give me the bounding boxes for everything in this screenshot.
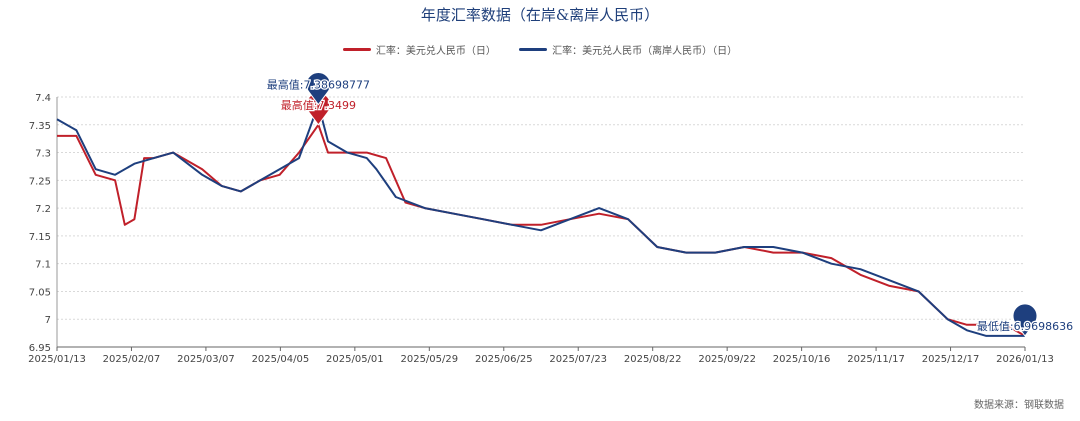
y-tick-label: 7.1 — [35, 260, 51, 271]
y-tick-label: 7 — [45, 315, 51, 326]
annotation-pin — [305, 72, 331, 106]
x-tick-label: 2025/05/29 — [400, 354, 458, 365]
x-tick-label: 2025/05/01 — [326, 354, 384, 365]
legend-item-onshore[interactable]: 汇率：美元兑人民币（日） — [342, 42, 496, 57]
annotation-pin — [1012, 303, 1038, 337]
x-tick-label: 2025/01/13 — [28, 354, 86, 365]
x-tick-label: 2025/08/22 — [624, 354, 682, 365]
legend-label-onshore: 汇率：美元兑人民币（日） — [375, 46, 496, 57]
x-tick-label: 2025/03/07 — [177, 354, 235, 365]
legend-label-offshore: 汇率：美元兑人民币（离岸人民币）（日） — [552, 46, 738, 57]
y-tick-label: 7.05 — [29, 287, 51, 298]
legend-item-offshore[interactable]: 汇率：美元兑人民币（离岸人民币）（日） — [519, 42, 737, 57]
x-tick-label: 2025/12/17 — [922, 354, 980, 365]
legend-swatch-offshore — [519, 48, 548, 51]
x-tick-label: 2025/09/22 — [698, 354, 756, 365]
x-tick-label: 2025/10/16 — [773, 354, 831, 365]
data-source-note: 数据来源：钢联数据 — [974, 400, 1064, 411]
y-tick-label: 7.4 — [35, 93, 51, 104]
legend: 汇率：美元兑人民币（日） 汇率：美元兑人民币（离岸人民币）（日） — [0, 42, 1080, 57]
y-tick-label: 7.2 — [35, 204, 51, 215]
chart-title: 年度汇率数据（在岸&离岸人民币） — [420, 6, 660, 24]
y-tick-label: 7.35 — [29, 121, 51, 132]
x-tick-label: 2025/06/25 — [475, 354, 533, 365]
y-tick-label: 7.15 — [29, 232, 51, 243]
y-tick-label: 7.25 — [29, 176, 51, 187]
x-tick-label: 2025/02/07 — [103, 354, 161, 365]
x-tick-label: 2025/07/23 — [549, 354, 607, 365]
x-tick-label: 2025/04/05 — [252, 354, 310, 365]
legend-swatch-onshore — [342, 48, 371, 51]
x-tick-label: 2026/01/13 — [996, 354, 1054, 365]
series-line-offshore — [56, 103, 1025, 337]
y-tick-label: 6.95 — [29, 343, 51, 354]
x-tick-label: 2025/11/17 — [847, 354, 905, 365]
annotation-label: 最低值:6.9698636 — [977, 320, 1073, 333]
annotation-label: 最高值:7.38698777 — [267, 78, 370, 92]
y-tick-label: 7.3 — [35, 149, 51, 160]
